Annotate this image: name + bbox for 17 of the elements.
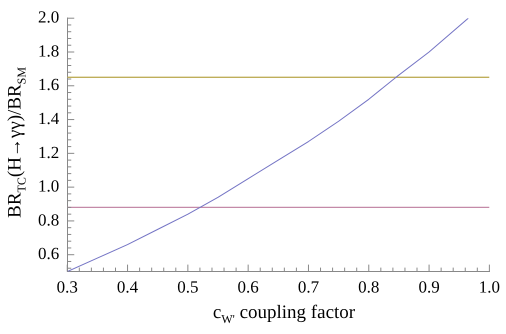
x-tick-label: 0.7 [298, 277, 320, 296]
x-tick-label: 0.6 [238, 277, 259, 296]
x-tick-label: 1.0 [478, 277, 500, 296]
y-tick-label: 0.8 [38, 210, 60, 230]
x-tick-label: 0.8 [358, 277, 380, 296]
y-tick-label: 1.6 [38, 75, 60, 94]
y-tick-label: 1.8 [38, 41, 60, 60]
y-tick-label: 2.0 [38, 8, 60, 27]
x-axis-title: c$_{W'}$ coupling factor [212, 302, 356, 327]
y-tick-label: 1.0 [38, 176, 60, 196]
x-tick-label: 0.5 [177, 277, 198, 296]
y-tick-label: 1.2 [38, 142, 60, 162]
y-tick-label: 1.4 [38, 109, 60, 128]
x-tick-label: 0.9 [418, 277, 440, 296]
x-tick-label: 0.4 [116, 277, 139, 296]
x-tick-label: 0.3 [56, 277, 78, 296]
y-tick-label: 0.6 [38, 244, 60, 264]
